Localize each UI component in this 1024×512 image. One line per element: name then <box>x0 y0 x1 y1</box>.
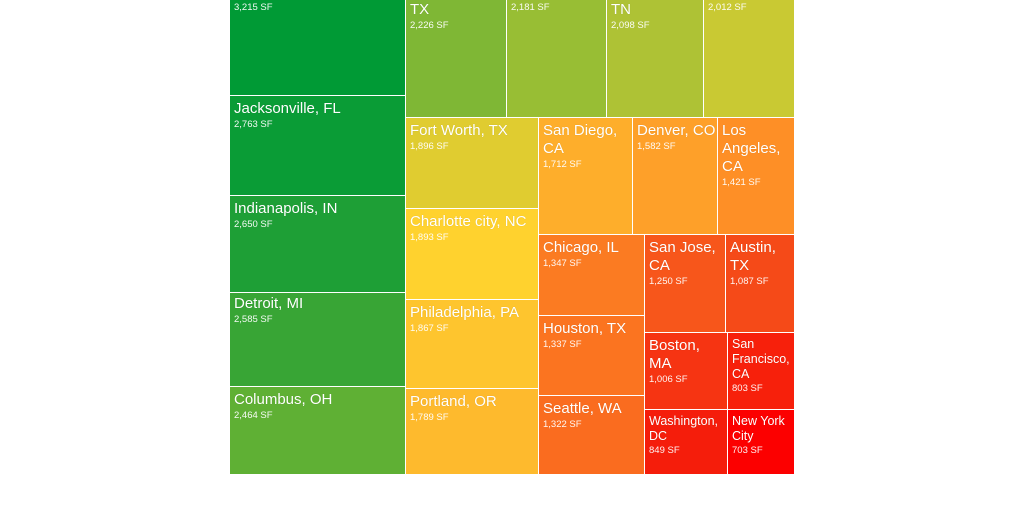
tile-charlotte-city-nc[interactable]: Charlotte city, NC 1,893 SF <box>406 209 539 300</box>
tile-value: 803 SF <box>732 383 763 394</box>
tile-value: 703 SF <box>732 445 763 456</box>
tile-boston-ma[interactable]: Boston, MA 1,006 SF <box>645 333 728 410</box>
tile-jacksonville-fl[interactable]: Jacksonville, FL 2,763 SF <box>230 96 406 196</box>
tile-label: Fort Worth, TX <box>410 122 508 139</box>
tile-label: Denver, CO <box>637 122 716 139</box>
tile-san-jose-ca[interactable]: San Jose, CA 1,250 SF <box>645 235 726 333</box>
tile-columbus-oh[interactable]: Columbus, OH 2,464 SF <box>230 387 406 475</box>
tile-denver-co[interactable]: Denver, CO 1,582 SF <box>633 118 718 235</box>
tile-los-angeles-ca[interactable]: Los Angeles, CA 1,421 SF <box>718 118 795 235</box>
tile-austin-tx[interactable]: Austin, TX 1,087 SF <box>726 235 795 333</box>
tile-indianapolis-in[interactable]: Indianapolis, IN 2,650 SF <box>230 196 406 293</box>
tile-tx[interactable]: TX 2,226 SF <box>406 0 507 118</box>
tile-philadelphia-pa[interactable]: Philadelphia, PA 1,867 SF <box>406 300 539 389</box>
tile-value: 2,650 SF <box>234 219 273 230</box>
tile-washington-dc[interactable]: Washington, DC 849 SF <box>645 410 728 475</box>
tile-label: New York City <box>732 414 785 443</box>
tile-label: Houston, TX <box>543 320 627 337</box>
tile-label: Austin, TX <box>730 239 776 274</box>
tile-label: Washington, DC <box>649 414 719 443</box>
tile-value: 1,893 SF <box>410 232 449 243</box>
tile-value: 3,215 SF <box>234 2 273 13</box>
tile-seattle-wa[interactable]: Seattle, WA 1,322 SF <box>539 396 645 475</box>
tile-label: San Diego, CA <box>543 122 618 157</box>
tile-label: Chicago, IL <box>543 239 619 256</box>
tile-value: 1,337 SF <box>543 339 582 350</box>
tile-value: 2,763 SF <box>234 119 273 130</box>
tile-label: Portland, OR <box>410 393 497 410</box>
tile-san-diego-ca[interactable]: San Diego, CA 1,712 SF <box>539 118 633 235</box>
tile-value: 1,322 SF <box>543 419 582 430</box>
tile-value: 1,896 SF <box>410 141 449 152</box>
tile-san-francisco-ca[interactable]: San Francisco, CA 803 SF <box>728 333 795 410</box>
tile-label: Boston, MA <box>649 337 700 372</box>
tile-value: 1,087 SF <box>730 276 769 287</box>
tile-label: Los Angeles, CA <box>722 122 781 175</box>
tile-value: 1,421 SF <box>722 177 761 188</box>
tile-label: TN <box>611 1 631 18</box>
tile-value: 1,712 SF <box>543 159 582 170</box>
tile-fort-worth-tx[interactable]: Fort Worth, TX 1,896 SF <box>406 118 539 209</box>
tile-detroit-mi[interactable]: Detroit, MI 2,585 SF <box>230 293 406 387</box>
tile-label: Jacksonville, FL <box>234 100 341 117</box>
tile-value: 2,464 SF <box>234 410 273 421</box>
tile-value: 2,585 SF <box>234 314 273 325</box>
tile-value: 2,226 SF <box>410 20 449 31</box>
tile-portland-or[interactable]: Portland, OR 1,789 SF <box>406 389 539 475</box>
tile-label: Detroit, MI <box>234 295 304 312</box>
tile-value: 1,867 SF <box>410 323 449 334</box>
tile-label: TX <box>410 1 430 18</box>
tile-label: Seattle, WA <box>543 400 622 417</box>
tile-label: Indianapolis, IN <box>234 200 338 217</box>
tile-label: Columbus, OH <box>234 391 333 408</box>
tile-value: 2,181 SF <box>511 2 550 13</box>
treemap: 3,215 SF Jacksonville, FL 2,763 SF Indianap… <box>230 0 795 475</box>
tile-label: Charlotte city, NC <box>410 213 527 230</box>
tile-unlabeled-0[interactable]: 3,215 SF <box>230 0 406 96</box>
tile-houston-tx[interactable]: Houston, TX 1,337 SF <box>539 316 645 396</box>
tile-value: 1,006 SF <box>649 374 688 385</box>
tile-tn[interactable]: TN 2,098 SF <box>607 0 704 118</box>
tile-unlabeled-6[interactable]: 2,181 SF <box>507 0 607 118</box>
tile-value: 849 SF <box>649 445 680 456</box>
tile-value: 2,012 SF <box>708 2 747 13</box>
tile-value: 1,347 SF <box>543 258 582 269</box>
tile-value: 1,250 SF <box>649 276 688 287</box>
tile-unlabeled-8[interactable]: 2,012 SF <box>704 0 795 118</box>
tile-label: San Jose, CA <box>649 239 716 274</box>
tile-label: San Francisco, CA <box>732 337 790 381</box>
tile-value: 1,582 SF <box>637 141 676 152</box>
tile-value: 2,098 SF <box>611 20 650 31</box>
tile-value: 1,789 SF <box>410 412 449 423</box>
tile-new-york-city[interactable]: New York City 703 SF <box>728 410 795 475</box>
tile-chicago-il[interactable]: Chicago, IL 1,347 SF <box>539 235 645 316</box>
tile-label: Philadelphia, PA <box>410 304 519 321</box>
